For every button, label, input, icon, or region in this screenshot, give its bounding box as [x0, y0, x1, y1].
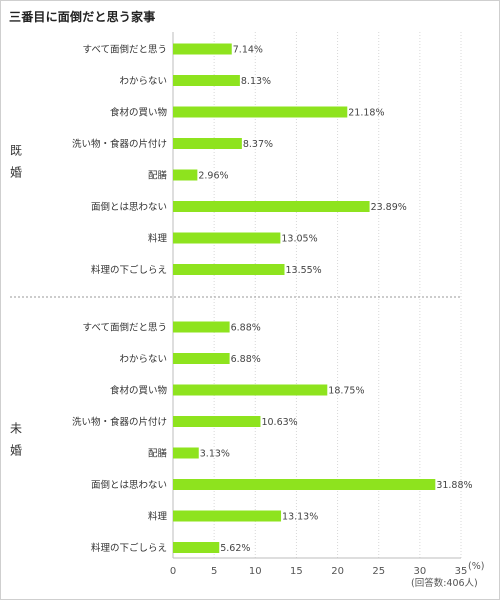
bar [173, 43, 232, 55]
data-label: 18.75% [328, 386, 364, 397]
category-label: 配膳 [148, 170, 168, 182]
data-label: 2.96% [198, 171, 228, 182]
bar [173, 447, 199, 459]
x-tick-label: 10 [249, 566, 262, 577]
data-label: 8.37% [243, 139, 273, 150]
category-label: すべて面倒だと思う [83, 322, 167, 334]
unit-label: (%) [468, 561, 485, 572]
category-label: 食材の買い物 [110, 385, 168, 397]
data-label: 13.13% [282, 512, 318, 523]
category-label: 料理の下ごしらえ [91, 542, 167, 554]
bar [173, 510, 282, 522]
bar [173, 479, 436, 490]
data-label: 7.14% [233, 45, 263, 56]
category-label: 配膳 [148, 448, 168, 460]
bar [173, 138, 242, 149]
data-label: 13.55% [285, 265, 321, 276]
x-tick-label: 35 [455, 566, 468, 577]
category-label: すべて面倒だと思う [83, 44, 167, 56]
bar [173, 75, 240, 86]
data-label: 13.05% [281, 234, 317, 245]
data-label: 23.89% [371, 202, 407, 213]
data-label: 5.62% [220, 543, 250, 554]
x-tick-label: 0 [170, 566, 176, 577]
bar [173, 321, 230, 333]
category-label: 洗い物・食器の片付け [72, 138, 167, 150]
category-label: 食材の買い物 [110, 107, 168, 119]
category-label: 洗い物・食器の片付け [72, 416, 167, 428]
category-label: 面倒とは思わない [91, 479, 167, 491]
data-label: 3.13% [200, 449, 230, 460]
group-label-char: 婚 [10, 165, 22, 179]
bar [173, 542, 220, 553]
bar [173, 169, 198, 181]
bar [173, 264, 285, 275]
group-label-char: 未 [10, 421, 22, 435]
x-tick-label: 5 [211, 566, 217, 577]
category-label: 料理の下ごしらえ [91, 264, 167, 276]
category-label: 面倒とは思わない [91, 201, 167, 213]
response-count-note: (回答数:406人) [411, 578, 478, 589]
x-tick-label: 20 [331, 566, 344, 577]
data-label: 8.13% [241, 76, 271, 87]
bar [173, 384, 328, 396]
chart-title: 三番目に面倒だと思う家事 [9, 10, 156, 24]
category-label: 料理 [148, 233, 168, 245]
data-label: 31.88% [436, 480, 472, 491]
bar [173, 353, 230, 364]
bar [173, 232, 281, 244]
bar [173, 201, 370, 212]
category-label: わからない [119, 76, 167, 87]
category-label: わからない [119, 354, 167, 365]
data-label: 10.63% [261, 417, 297, 428]
data-label: 21.18% [348, 108, 384, 119]
data-label: 6.88% [231, 323, 261, 334]
group-label-char: 既 [10, 143, 22, 157]
x-tick-label: 25 [372, 566, 385, 577]
category-label: 料理 [148, 511, 168, 523]
x-tick-label: 30 [413, 566, 426, 577]
bar [173, 416, 261, 427]
data-label: 6.88% [231, 354, 261, 365]
bar [173, 106, 348, 118]
x-tick-label: 15 [290, 566, 303, 577]
group-label-char: 婚 [10, 443, 22, 457]
